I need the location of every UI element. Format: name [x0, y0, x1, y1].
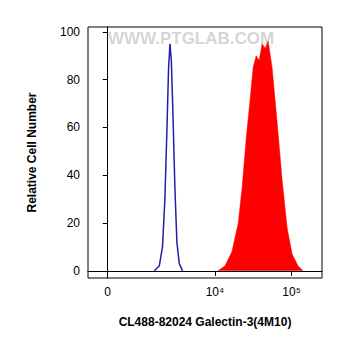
svg-text:20: 20 — [67, 216, 81, 230]
svg-text:CL488-82024 Galectin-3(4M10): CL488-82024 Galectin-3(4M10) — [119, 315, 292, 329]
svg-text:0: 0 — [104, 285, 111, 299]
svg-text:WWW.PTGLAB.COM: WWW.PTGLAB.COM — [108, 29, 274, 48]
svg-text:0: 0 — [73, 264, 80, 278]
svg-text:Relative Cell Number: Relative Cell Number — [25, 92, 39, 212]
svg-text:80: 80 — [67, 73, 81, 87]
svg-text:10⁵: 10⁵ — [282, 285, 300, 299]
svg-text:100: 100 — [60, 25, 80, 39]
svg-text:10⁴: 10⁴ — [206, 285, 225, 299]
svg-text:60: 60 — [67, 120, 81, 134]
svg-text:40: 40 — [67, 168, 81, 182]
